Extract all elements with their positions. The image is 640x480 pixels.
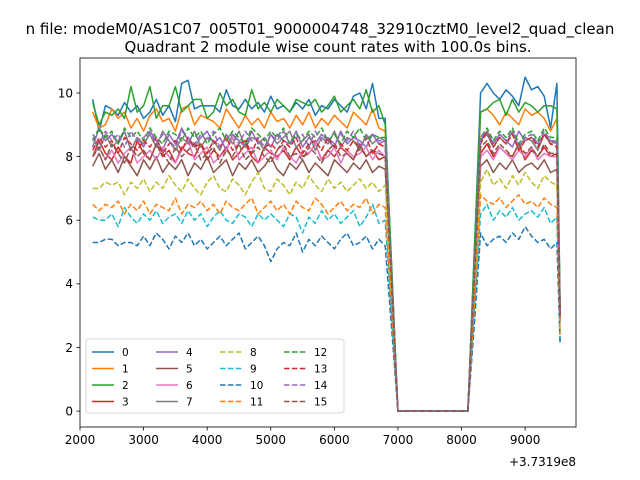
- y-tick-label: 2: [65, 341, 73, 355]
- y-tick-label: 4: [65, 277, 73, 291]
- series-line-15: [92, 139, 561, 412]
- y-tick-label: 6: [65, 214, 73, 228]
- y-tick-label: 8: [65, 150, 73, 164]
- legend-label-3: 3: [122, 397, 129, 409]
- legend-label-14: 14: [314, 380, 328, 392]
- x-tick-label: 7000: [383, 433, 414, 447]
- legend-label-6: 6: [186, 380, 193, 392]
- legend-label-9: 9: [250, 364, 257, 376]
- x-tick-label: 5000: [255, 433, 286, 447]
- legend-label-4: 4: [186, 347, 193, 359]
- legend-label-13: 13: [314, 364, 327, 376]
- y-tick-label: 0: [65, 404, 73, 418]
- axes-frame: [79, 57, 577, 428]
- x-tick-label: 4000: [192, 433, 223, 447]
- x-tick-label: 6000: [319, 433, 350, 447]
- legend-label-0: 0: [122, 347, 129, 359]
- series-line-2: [91, 85, 561, 412]
- figure-suptitle: n file: modeM0/AS1C07_005T01_9000004748_…: [26, 20, 615, 39]
- x-tick-label: 9000: [510, 433, 541, 447]
- legend-label-7: 7: [186, 397, 193, 409]
- legend-label-12: 12: [314, 347, 327, 359]
- legend-box: [85, 338, 345, 414]
- x-offset-label: +3.7319e8: [509, 455, 576, 469]
- x-tick-label: 2000: [65, 433, 96, 447]
- legend-label-8: 8: [250, 347, 257, 359]
- series-line-5: [92, 152, 561, 412]
- x-tick-label: 3000: [128, 433, 159, 447]
- legend-label-15: 15: [314, 397, 327, 409]
- legend-label-2: 2: [122, 380, 129, 392]
- series-line-11: [92, 194, 561, 412]
- y-tick-label: 10: [58, 86, 73, 100]
- series-group: [91, 76, 561, 412]
- series-line-3: [92, 139, 561, 412]
- x-tick-label: 8000: [446, 433, 477, 447]
- legend-label-1: 1: [122, 364, 129, 376]
- legend-label-11: 11: [250, 397, 263, 409]
- series-line-10: [92, 225, 561, 412]
- series-line-8: [92, 168, 561, 412]
- plot-area: 2000 3000 4000 5000 6000 7000 8000 9000 0 2 4 6 8 10 0…: [58, 57, 577, 447]
- series-line-14: [92, 130, 561, 412]
- legend-label-5: 5: [186, 364, 193, 376]
- chart-title: Quadrant 2 module wise count rates with …: [124, 38, 531, 56]
- series-line-9: [92, 203, 561, 412]
- legend-label-10: 10: [250, 380, 263, 392]
- series-line-0: [91, 76, 561, 412]
